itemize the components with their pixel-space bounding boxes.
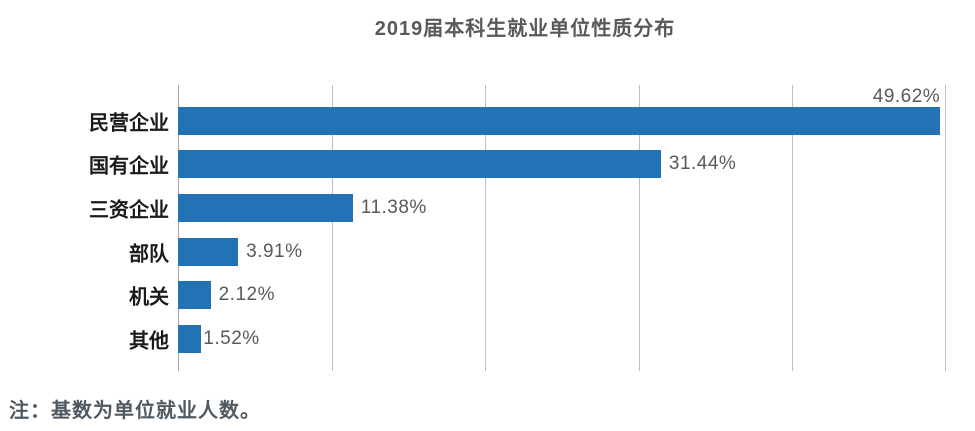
category-label: 其他 (129, 330, 169, 353)
value-label: 49.62% (872, 86, 941, 107)
bar-row: 三资企业 11.38% (89, 186, 946, 230)
gridline (332, 85, 333, 371)
value-label: 2.12% (218, 284, 275, 306)
category-label: 部队 (129, 243, 169, 266)
chart-title: 2019届本科生就业单位性质分布 (374, 18, 676, 40)
bar (178, 194, 353, 223)
value-label: 11.38% (360, 197, 427, 219)
bar-row: 部队 3.91% (129, 230, 946, 274)
bar-row: 民营企业 49.62% (89, 86, 946, 143)
bar-row: 机关 2.12% (129, 274, 946, 318)
bar (178, 281, 211, 310)
category-label: 国有企业 (89, 155, 169, 178)
bar-row: 国有企业 31.44% (89, 143, 946, 187)
plot-area: 民营企业 49.62% 国有企业 31.44% 三资企业 11.38% 部队 3.91% 机关 2… (89, 85, 946, 371)
value-label: 31.44% (668, 153, 737, 175)
gridline (945, 85, 946, 371)
gridline (792, 85, 793, 371)
bar (178, 150, 661, 179)
value-label: 3.91% (246, 240, 303, 262)
gridline (485, 85, 486, 371)
bar-rows: 民营企业 49.62% 国有企业 31.44% 三资企业 11.38% 部队 3.91% 机关 2… (89, 86, 946, 361)
axis-line (178, 85, 179, 371)
bar (178, 325, 202, 354)
bar (178, 237, 239, 266)
category-label: 机关 (129, 286, 169, 309)
gridline (639, 85, 640, 371)
bar (178, 106, 941, 135)
bar-row: 其他 1.52% (129, 317, 946, 361)
footnote: 注：基数为单位就业人数。 (9, 400, 261, 422)
category-label: 三资企业 (89, 199, 169, 222)
value-label: 1.52% (203, 328, 260, 350)
category-label: 民营企业 (89, 112, 169, 135)
